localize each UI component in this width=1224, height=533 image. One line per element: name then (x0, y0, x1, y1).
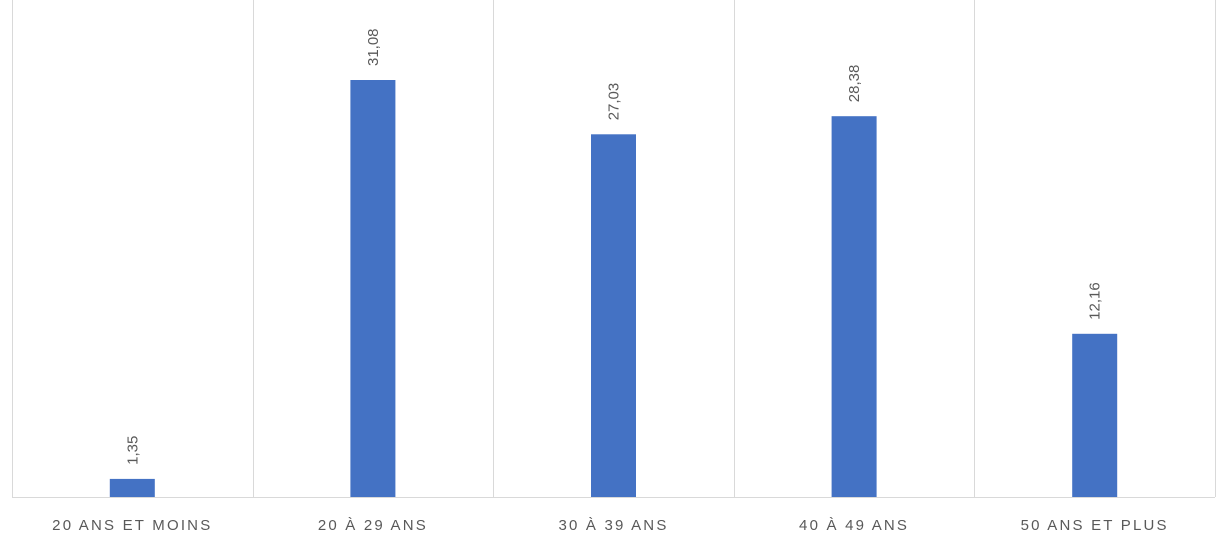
category-labels-layer: 20 ANS ET MOINS 20 À 29 ANS 30 À 39 ANS 40 … (52, 517, 1169, 533)
category-label-5: 50 ANS ET PLUS (1021, 517, 1169, 533)
value-label-2: 31,08 (365, 28, 382, 66)
value-label-4: 28,38 (846, 65, 863, 103)
bar-1 (109, 478, 155, 497)
category-label-1: 20 ANS ET MOINS (52, 517, 212, 533)
category-label-4: 40 À 49 ANS (799, 517, 909, 533)
bar-4 (831, 116, 877, 497)
bar-3 (591, 134, 636, 498)
value-label-5: 12,16 (1087, 282, 1104, 320)
value-labels-layer: 1,35 31,08 27,03 28,38 12,16 (124, 28, 1103, 464)
bars-layer (109, 80, 1118, 498)
value-label-1: 1,35 (124, 436, 141, 465)
bar-2 (350, 80, 396, 497)
category-label-2: 20 À 29 ANS (318, 517, 428, 533)
bar-5 (1072, 333, 1118, 497)
value-label-3: 27,03 (606, 83, 623, 121)
grid-layer (12, 0, 1216, 498)
category-label-3: 30 À 39 ANS (558, 517, 668, 533)
